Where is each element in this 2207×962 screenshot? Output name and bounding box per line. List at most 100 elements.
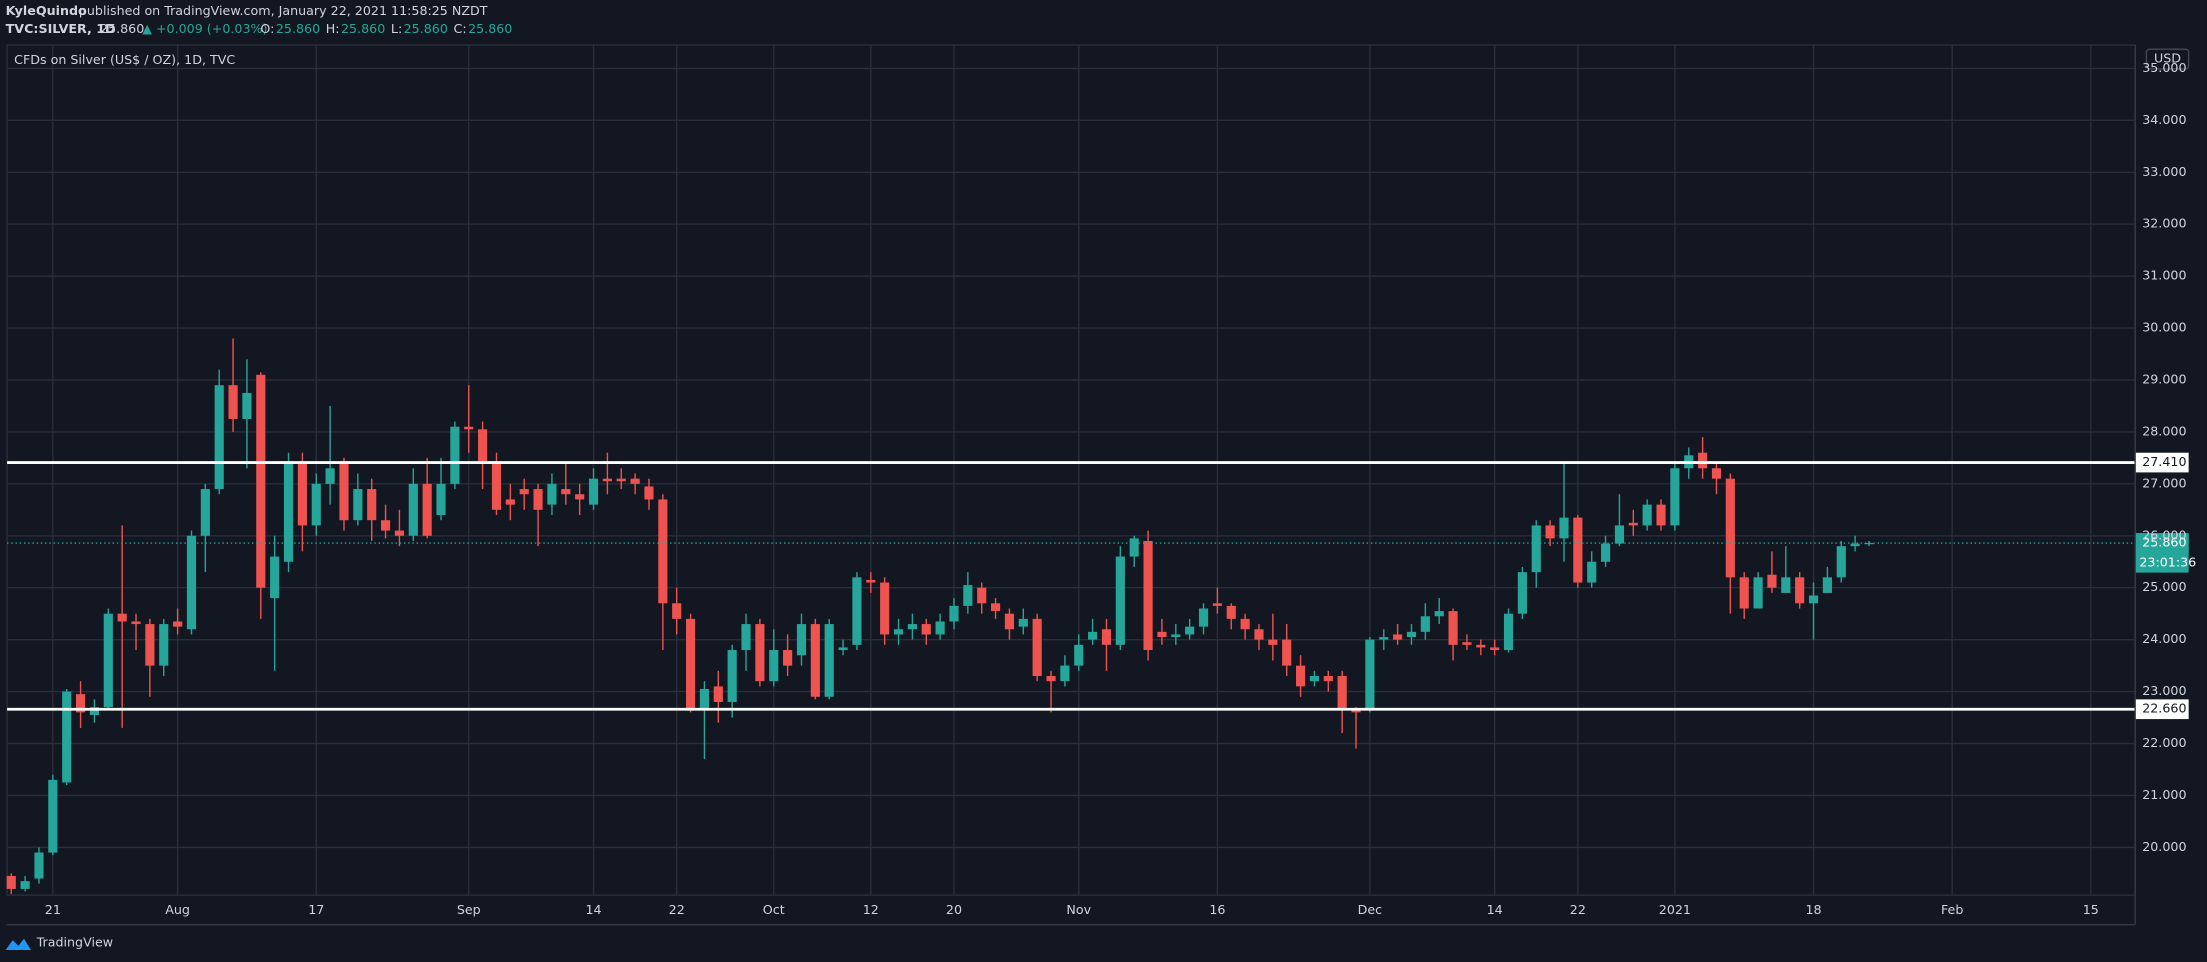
candle-body — [575, 494, 585, 500]
x-tick-label: 12 — [863, 902, 879, 917]
candle-body — [935, 621, 945, 635]
ohlc-value: 25.860 — [404, 21, 448, 36]
candle-body — [1337, 675, 1347, 710]
candle-body — [297, 463, 307, 526]
candle-body — [949, 605, 959, 622]
candle-body — [200, 489, 210, 536]
candle-body — [159, 624, 169, 666]
candle-body — [893, 629, 904, 635]
candles — [6, 338, 1874, 895]
candle-body — [1351, 709, 1361, 713]
candle-body — [464, 426, 474, 430]
candle-body — [1101, 629, 1112, 645]
last-price-label: 25.860 — [2142, 535, 2186, 550]
candle-body — [547, 483, 557, 505]
candle-body — [1503, 613, 1514, 651]
candle-body — [325, 468, 335, 484]
candle-body — [1004, 613, 1015, 630]
candle-body — [62, 691, 72, 783]
candle-body — [436, 483, 446, 516]
candle-body — [1018, 618, 1028, 627]
candle-body — [422, 483, 432, 536]
candle-body — [1198, 608, 1209, 627]
candle-body — [824, 624, 834, 697]
x-tick-label: Sep — [457, 902, 481, 917]
author: KyleQuindo — [6, 3, 87, 18]
candle-body — [880, 582, 890, 635]
x-tick-label: 22 — [1570, 902, 1586, 917]
y-tick-label: 35.000 — [2142, 60, 2186, 75]
candle-body — [1046, 675, 1056, 682]
candle-body — [1850, 543, 1860, 547]
candle-body — [353, 489, 363, 521]
candle-body — [1614, 525, 1625, 544]
x-tick-label: 18 — [1805, 902, 1821, 917]
level-label: 22.660 — [2142, 701, 2186, 716]
y-tick-label: 28.000 — [2142, 423, 2186, 438]
x-tick-label: 15 — [2083, 902, 2099, 917]
level-tag — [2135, 699, 2189, 720]
x-tick-label: Feb — [1941, 902, 1963, 917]
candle-body — [103, 613, 113, 708]
x-tick-label: Aug — [165, 902, 190, 917]
candle-body — [131, 621, 141, 625]
candle-body — [1240, 618, 1250, 630]
x-tick-label: 16 — [1209, 902, 1225, 917]
candle-body — [852, 577, 862, 645]
candle-body — [1129, 538, 1139, 557]
x-tick-label: 14 — [1487, 902, 1503, 917]
candle-body — [214, 385, 224, 490]
candle-body — [1323, 675, 1333, 682]
ohlc-label: C: — [454, 21, 467, 36]
y-tick-label: 30.000 — [2142, 320, 2186, 335]
candle-body — [977, 587, 987, 604]
countdown: 23:01:36 — [2139, 554, 2196, 569]
candle-body — [1379, 637, 1389, 640]
candle-body — [228, 385, 238, 419]
unit-box — [2145, 48, 2190, 70]
candle-body — [1295, 665, 1306, 687]
candle-body — [1074, 644, 1084, 666]
chart-title: CFDs on Silver (US$ / OZ), 1D, TVC — [14, 52, 235, 67]
candle-body — [75, 694, 86, 713]
y-tick-label: 23.000 — [2142, 683, 2186, 698]
candle-body — [1670, 468, 1680, 526]
grid — [7, 45, 2136, 896]
candle-body — [990, 603, 1001, 612]
candle-body — [602, 478, 612, 482]
candle-body — [270, 556, 280, 599]
candle-body — [339, 463, 349, 521]
candle-body — [1711, 468, 1722, 479]
candle-body — [838, 647, 848, 651]
candle-body — [866, 579, 876, 583]
candle-body — [1032, 618, 1042, 676]
ohlc-value: 25.860 — [341, 21, 385, 36]
candle-body — [256, 374, 266, 588]
y-tick-label: 24.000 — [2142, 631, 2186, 646]
candle-body — [1628, 522, 1638, 526]
candle-body — [1517, 572, 1527, 614]
candle-body — [1212, 603, 1222, 606]
candle-body — [1698, 452, 1708, 469]
candle-body — [1185, 626, 1195, 635]
candle-body — [1420, 616, 1430, 632]
x-tick-label: 2021 — [1659, 902, 1691, 917]
x-tick-label: 17 — [308, 902, 324, 917]
candle-body — [519, 489, 529, 495]
y-axis-label: USD — [2154, 51, 2181, 66]
candle-body — [1753, 577, 1763, 609]
candle-body — [1587, 561, 1597, 583]
candle-body — [727, 650, 737, 702]
candle-body — [186, 535, 197, 630]
candle-body — [505, 499, 515, 505]
candle-body — [1268, 639, 1278, 645]
candle-body — [810, 624, 820, 697]
candle-body — [1143, 540, 1153, 651]
candle-body — [907, 624, 917, 630]
candle-body — [145, 624, 155, 666]
candle-body — [1434, 611, 1444, 617]
ohlc-label: L: — [391, 21, 402, 36]
